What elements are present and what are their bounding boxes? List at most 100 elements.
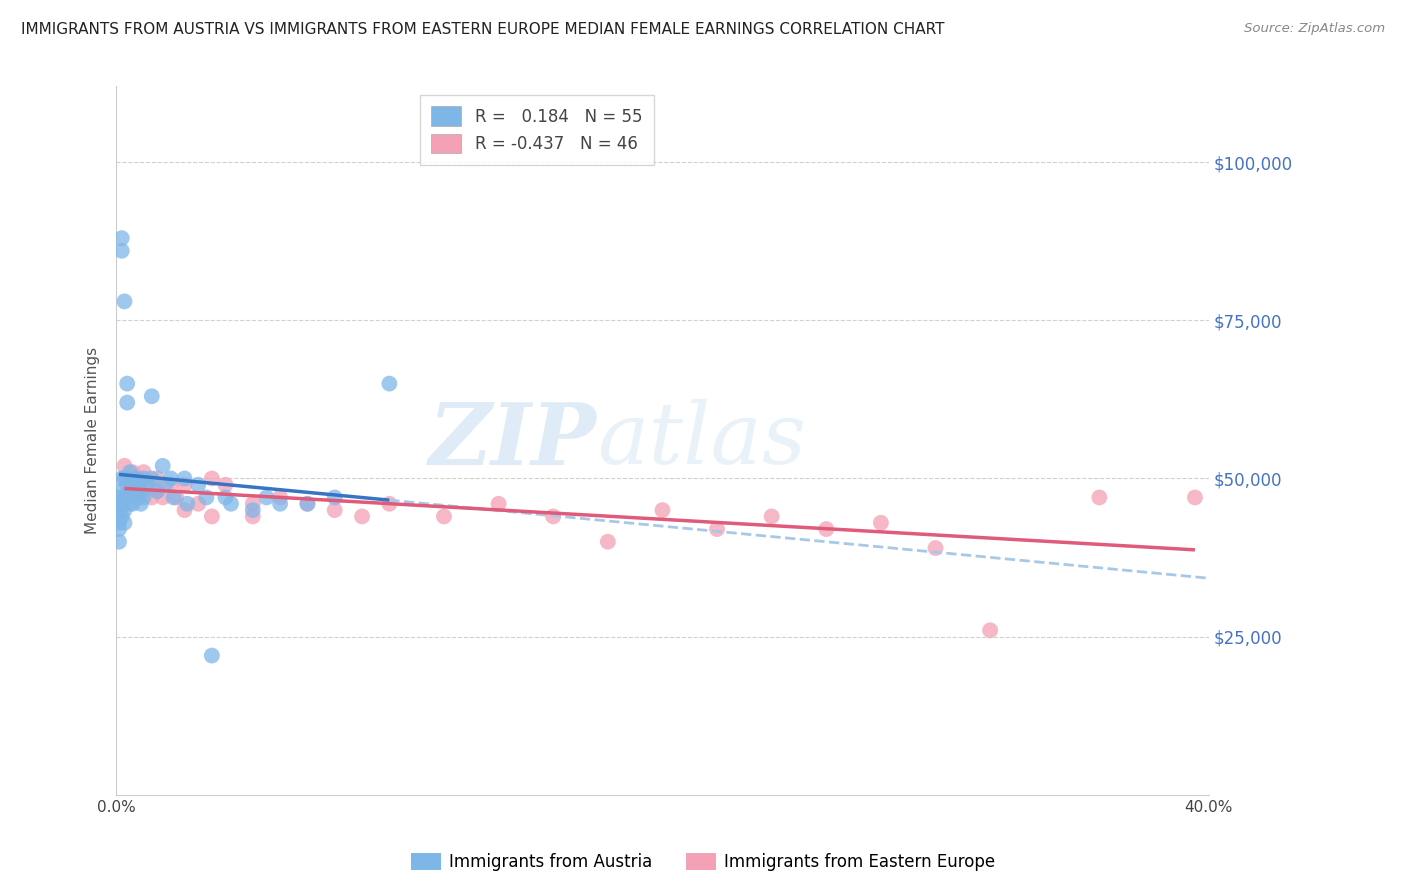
Point [115, 471, 138, 485]
Point [269, 497, 291, 511]
Point [111, 471, 134, 485]
Point [141, 491, 163, 505]
Point [761, 509, 783, 524]
Point [256, 491, 278, 505]
Point [165, 491, 187, 505]
Point [127, 491, 149, 505]
Point [108, 491, 131, 505]
Point [323, 503, 346, 517]
Point [129, 497, 152, 511]
Point [297, 497, 319, 511]
Point [124, 484, 146, 499]
Point [111, 231, 134, 245]
Point [127, 471, 149, 485]
Point [132, 465, 155, 479]
Point [433, 509, 456, 524]
Point [124, 471, 146, 485]
Point [297, 497, 319, 511]
Point [269, 491, 291, 505]
Point [141, 389, 163, 403]
Point [121, 497, 143, 511]
Point [141, 471, 163, 485]
Point [108, 503, 131, 517]
Text: ZIP: ZIP [429, 399, 598, 483]
Point [129, 477, 152, 491]
Point [114, 471, 136, 485]
Point [378, 376, 401, 391]
Text: atlas: atlas [598, 400, 806, 482]
Point [132, 491, 155, 505]
Point [924, 541, 946, 555]
Point [114, 516, 136, 530]
Point [111, 244, 134, 258]
Point [118, 465, 141, 479]
Point [121, 484, 143, 499]
Point [173, 477, 195, 491]
Point [488, 497, 510, 511]
Point [138, 477, 160, 491]
Point [114, 503, 136, 517]
Point [135, 477, 157, 491]
Point [1184, 491, 1206, 505]
Point [114, 491, 136, 505]
Point [173, 503, 195, 517]
Point [870, 516, 893, 530]
Point [124, 471, 146, 485]
Point [124, 484, 146, 499]
Point [195, 491, 218, 505]
Point [242, 503, 264, 517]
Point [706, 522, 728, 536]
Point [114, 294, 136, 309]
Point [121, 471, 143, 485]
Point [132, 471, 155, 485]
Point [111, 484, 134, 499]
Point [111, 509, 134, 524]
Point [115, 477, 138, 491]
Point [162, 491, 184, 505]
Point [160, 471, 183, 485]
Point [152, 491, 174, 505]
Point [214, 491, 236, 505]
Point [108, 534, 131, 549]
Point [242, 497, 264, 511]
Point [323, 491, 346, 505]
Point [350, 509, 373, 524]
Point [815, 522, 838, 536]
Point [155, 477, 177, 491]
Point [219, 497, 242, 511]
Point [187, 497, 209, 511]
Point [146, 484, 169, 499]
Point [118, 484, 141, 499]
Point [152, 458, 174, 473]
Point [242, 509, 264, 524]
Point [121, 465, 143, 479]
Point [132, 484, 155, 499]
Text: Source: ZipAtlas.com: Source: ZipAtlas.com [1244, 22, 1385, 36]
Point [115, 395, 138, 409]
Point [111, 497, 134, 511]
Point [201, 509, 224, 524]
Point [118, 484, 141, 499]
Point [118, 471, 141, 485]
Point [173, 471, 195, 485]
Point [146, 484, 169, 499]
Point [201, 648, 224, 663]
Point [160, 477, 183, 491]
Y-axis label: Median Female Earnings: Median Female Earnings [86, 347, 100, 534]
Point [114, 458, 136, 473]
Point [1088, 491, 1111, 505]
Point [129, 484, 152, 499]
Legend: R =   0.184   N = 55, R = -0.437   N = 46: R = 0.184 N = 55, R = -0.437 N = 46 [419, 95, 654, 165]
Point [176, 497, 198, 511]
Point [378, 497, 401, 511]
Text: IMMIGRANTS FROM AUSTRIA VS IMMIGRANTS FROM EASTERN EUROPE MEDIAN FEMALE EARNINGS: IMMIGRANTS FROM AUSTRIA VS IMMIGRANTS FR… [21, 22, 945, 37]
Point [187, 477, 209, 491]
Point [118, 497, 141, 511]
Legend: Immigrants from Austria, Immigrants from Eastern Europe: Immigrants from Austria, Immigrants from… [402, 845, 1004, 880]
Point [541, 509, 564, 524]
Point [108, 522, 131, 536]
Point [596, 534, 619, 549]
Point [121, 477, 143, 491]
Point [108, 516, 131, 530]
Point [127, 491, 149, 505]
